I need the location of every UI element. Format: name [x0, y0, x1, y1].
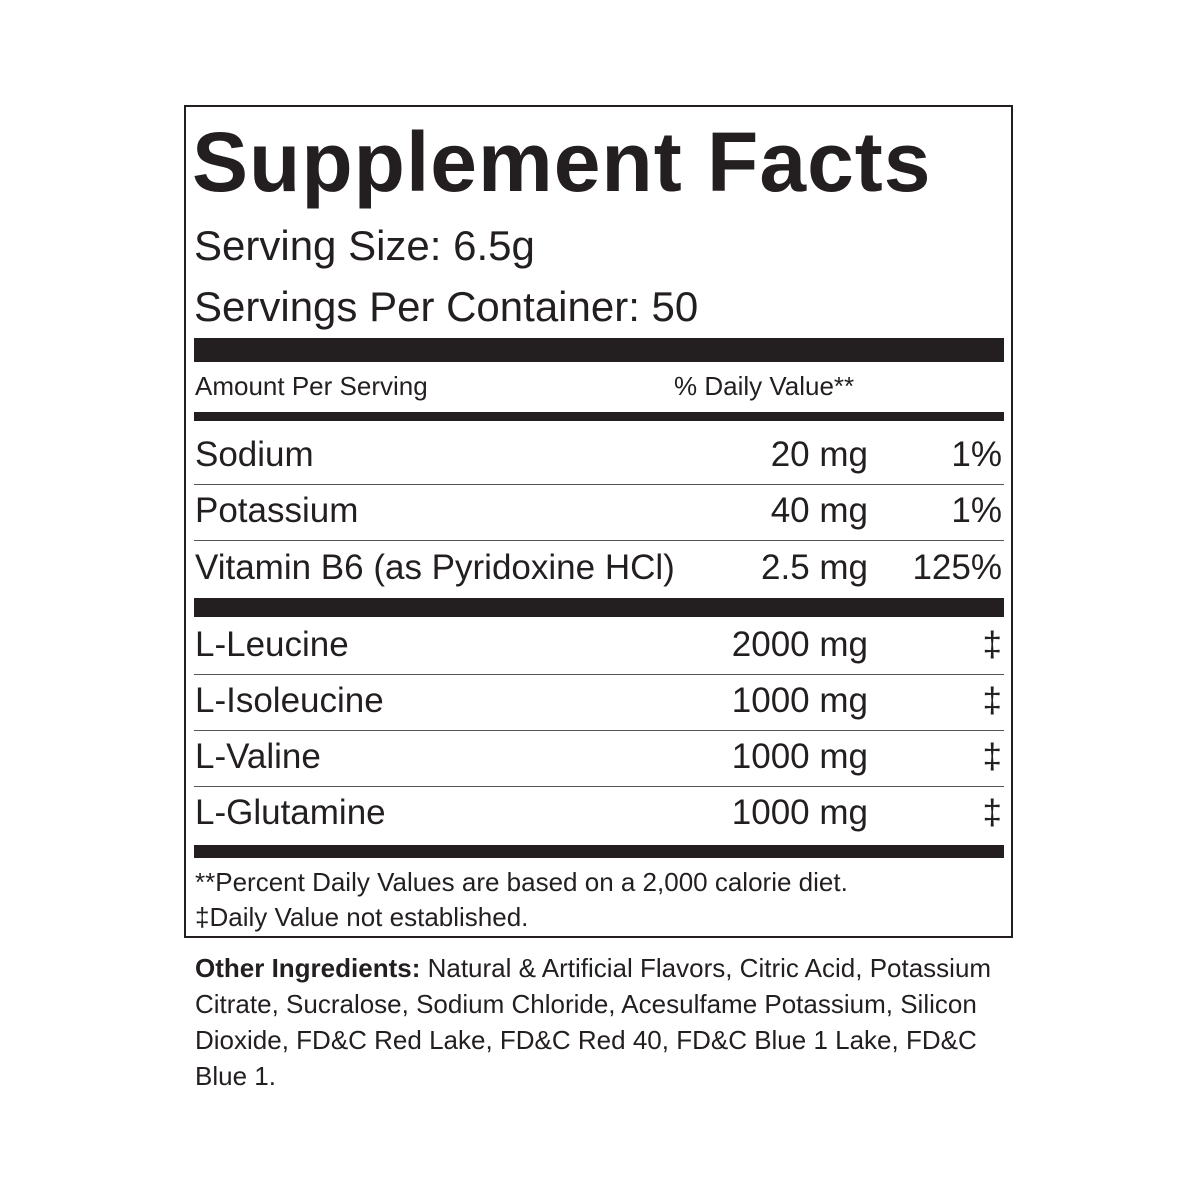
nutrient-name: L-Glutamine	[195, 793, 386, 832]
nutrient-daily-value: ‡	[982, 625, 1002, 664]
nutrient-name: Sodium	[195, 435, 314, 474]
nutrient-name: L-Leucine	[195, 625, 349, 664]
nutrient-amount: 1000 mg	[731, 681, 868, 720]
nutrient-daily-value: ‡	[982, 681, 1002, 720]
nutrient-amount: 20 mg	[770, 435, 868, 474]
title: Supplement Facts	[192, 115, 932, 209]
medium-bar	[194, 412, 1004, 421]
thick-bar	[194, 598, 1004, 617]
footnote: ‡Daily Value not established.	[195, 902, 529, 932]
serving-size: Serving Size: 6.5g	[194, 222, 535, 269]
nutrient-amount: 1000 mg	[731, 793, 868, 832]
nutrient-daily-value: ‡	[982, 737, 1002, 776]
nutrient-amount: 40 mg	[770, 491, 868, 530]
footnote: **Percent Daily Values are based on a 2,…	[195, 867, 848, 897]
thick-bar	[194, 845, 1004, 858]
label-box	[184, 105, 1013, 938]
servings-per-container: Servings Per Container: 50	[194, 283, 699, 330]
amount-header: Amount Per Serving	[195, 371, 428, 401]
nutrient-name: Potassium	[195, 491, 359, 530]
nutrient-amount: 2000 mg	[731, 625, 868, 664]
nutrient-daily-value: 1%	[951, 435, 1002, 474]
row-divider	[194, 674, 1004, 675]
row-divider	[194, 540, 1004, 541]
nutrient-daily-value: 1%	[951, 491, 1002, 530]
nutrient-amount: 1000 mg	[731, 737, 868, 776]
row-divider	[194, 730, 1004, 731]
row-divider	[194, 786, 1004, 787]
nutrient-name: L-Valine	[195, 737, 321, 776]
other-ingredients-label: Other Ingredients:	[195, 953, 421, 983]
nutrient-amount: 2.5 mg	[761, 548, 868, 587]
nutrient-name: Vitamin B6 (as Pyridoxine HCl)	[195, 548, 675, 587]
nutrient-name: L-Isoleucine	[195, 681, 384, 720]
nutrient-daily-value: 125%	[912, 548, 1002, 587]
thick-bar	[194, 338, 1004, 362]
other-ingredients: Other Ingredients: Natural & Artificial …	[195, 950, 1010, 1094]
nutrient-daily-value: ‡	[982, 793, 1002, 832]
other-ingredients-text: Natural & Artificial Flavors, Citric Aci…	[195, 953, 992, 1091]
daily-value-header: % Daily Value**	[674, 371, 855, 401]
row-divider	[194, 484, 1004, 485]
